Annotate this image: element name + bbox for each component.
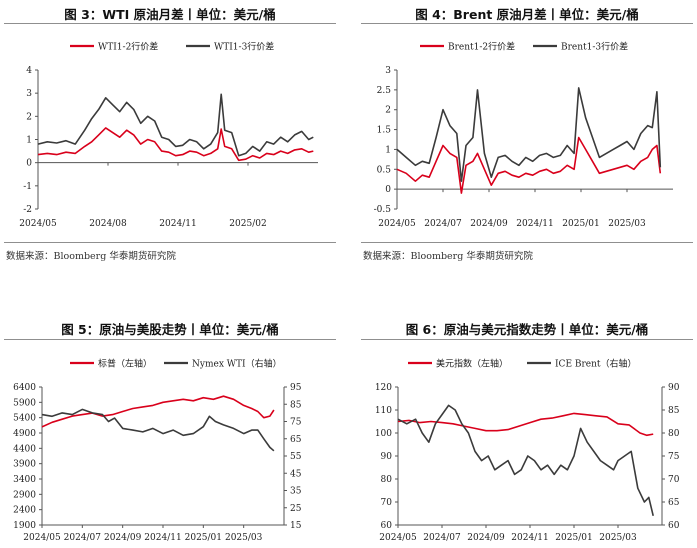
y-tick-label: 0.5 [377, 165, 392, 175]
legend-label-0: Brent1-2行价差 [448, 41, 515, 53]
x-tick-label: 2024/09 [104, 533, 142, 543]
y-tick-label-right: 25 [290, 504, 302, 514]
y-tick-label: 6400 [13, 383, 36, 393]
x-tick-label: 2024/11 [516, 219, 553, 229]
y-tick-label-right: 60 [668, 521, 680, 531]
y-tick-label-right: 75 [668, 452, 680, 462]
y-tick-label: 2900 [13, 490, 36, 500]
y-tick-label: 4 [26, 66, 32, 76]
y-tick-label: 0 [385, 185, 391, 195]
series-line-0 [37, 127, 314, 162]
title-rule-fig5 [4, 339, 336, 340]
y-tick-label: 3400 [13, 475, 36, 485]
y-tick-label: 2.5 [377, 86, 392, 96]
y-tick-label: 90 [381, 452, 393, 462]
y-tick-label: 2 [385, 106, 391, 116]
legend-label-0: 标普（左轴） [98, 358, 152, 370]
series-line-1 [41, 408, 275, 452]
chart-title-fig4: 图 4：Brent 原油月差丨单位：美元/桶 [415, 7, 639, 22]
legend-label-1: Brent1-3行价差 [561, 41, 628, 53]
x-tick-label: 2024/07 [64, 533, 102, 543]
y-tick-label-right: 65 [290, 435, 302, 445]
y-tick-label: 120 [375, 383, 392, 393]
y-tick-label: 1.5 [377, 126, 392, 136]
y-tick-label: 5400 [13, 414, 36, 424]
series-line-0 [41, 395, 275, 428]
x-tick-label: 2025/03 [608, 219, 646, 229]
y-tick-label: 5900 [13, 398, 36, 408]
y-tick-label-right: 70 [668, 475, 680, 485]
y-tick-label: 60 [381, 521, 393, 531]
y-tick-label-right: 85 [668, 406, 680, 416]
y-tick-label: 0 [26, 159, 32, 169]
y-tick-label-right: 65 [668, 498, 680, 508]
y-tick-label: 4400 [13, 444, 36, 454]
chart-title-fig3: 图 3：WTI 原油月差丨单位：美元/桶 [64, 7, 276, 22]
y-tick-label: -0.5 [374, 205, 392, 215]
legend-label-1: Nymex WTI（右轴） [192, 358, 282, 370]
x-tick-label: 2024/05 [23, 533, 61, 543]
x-tick-label: 2024/11 [511, 533, 548, 543]
y-tick-label: -1 [23, 182, 32, 192]
y-tick-label: 110 [375, 406, 392, 416]
source-rule-fig3 [4, 242, 336, 243]
x-tick-label: 2025/03 [599, 533, 637, 543]
series-line-1 [37, 93, 314, 157]
y-tick-label-right: 15 [290, 521, 302, 531]
y-tick-label: 2400 [13, 506, 36, 516]
y-tick-label-right: 75 [290, 418, 302, 428]
chart-title-fig5: 图 5：原油与美股走势丨单位：美元/桶 [61, 322, 279, 337]
source-text-fig3: 数据来源：Bloomberg 华泰期货研究院 [6, 251, 176, 262]
x-tick-label: 2024/05 [19, 219, 57, 229]
y-tick-label: 3 [385, 66, 391, 76]
y-tick-label: 100 [375, 429, 392, 439]
legend-label-1: ICE Brent（右轴） [555, 358, 637, 370]
y-tick-label-right: 90 [668, 383, 680, 393]
y-tick-label-right: 80 [668, 429, 680, 439]
x-tick-label: 2024/09 [467, 533, 505, 543]
x-tick-label: 2024/11 [159, 219, 196, 229]
y-tick-label: 2 [26, 112, 32, 122]
x-tick-label: 2025/01 [562, 219, 599, 229]
legend-label-0: WTI1-2行价差 [98, 41, 158, 53]
y-tick-label-right: 35 [290, 487, 302, 497]
y-tick-label: 1900 [13, 521, 36, 531]
x-tick-label: 2024/11 [144, 533, 181, 543]
source-text-fig4: 数据来源：Bloomberg 华泰期货研究院 [363, 251, 533, 262]
x-tick-label: 2024/05 [378, 219, 416, 229]
x-tick-label: 2024/07 [423, 533, 461, 543]
y-tick-label-right: 85 [290, 400, 302, 410]
y-tick-label: 4900 [13, 429, 36, 439]
series-line-1 [397, 404, 654, 516]
y-tick-label: 3900 [13, 460, 36, 470]
y-tick-label: 3 [26, 89, 32, 99]
legend-label-0: 美元指数（左轴） [436, 358, 508, 370]
legend-label-1: WTI1-3行价差 [214, 41, 274, 53]
series-line-1 [396, 87, 662, 182]
y-tick-label: 80 [381, 475, 393, 485]
y-tick-label-right: 45 [290, 469, 302, 479]
x-tick-label: 2025/01 [555, 533, 592, 543]
x-tick-label: 2024/08 [89, 219, 127, 229]
x-tick-label: 2024/09 [470, 219, 508, 229]
x-tick-label: 2024/05 [379, 533, 417, 543]
series-line-0 [397, 412, 654, 437]
x-tick-label: 2025/03 [225, 533, 263, 543]
chart-title-fig6: 图 6：原油与美元指数走势丨单位：美元/桶 [405, 322, 649, 337]
title-rule-fig4 [361, 23, 693, 24]
y-tick-label: 70 [381, 498, 393, 508]
x-tick-label: 2024/07 [424, 219, 462, 229]
title-rule-fig6 [361, 339, 693, 340]
y-tick-label: 1 [385, 145, 391, 155]
series-line-0 [396, 136, 662, 194]
source-rule-fig4 [361, 242, 693, 243]
y-tick-label: 1 [26, 136, 32, 146]
x-tick-label: 2025/01 [185, 533, 222, 543]
y-tick-label: -2 [23, 205, 32, 215]
y-tick-label-right: 95 [290, 383, 302, 393]
y-tick-label-right: 55 [290, 452, 302, 462]
title-rule-fig3 [4, 23, 336, 24]
x-tick-label: 2025/02 [229, 219, 266, 229]
